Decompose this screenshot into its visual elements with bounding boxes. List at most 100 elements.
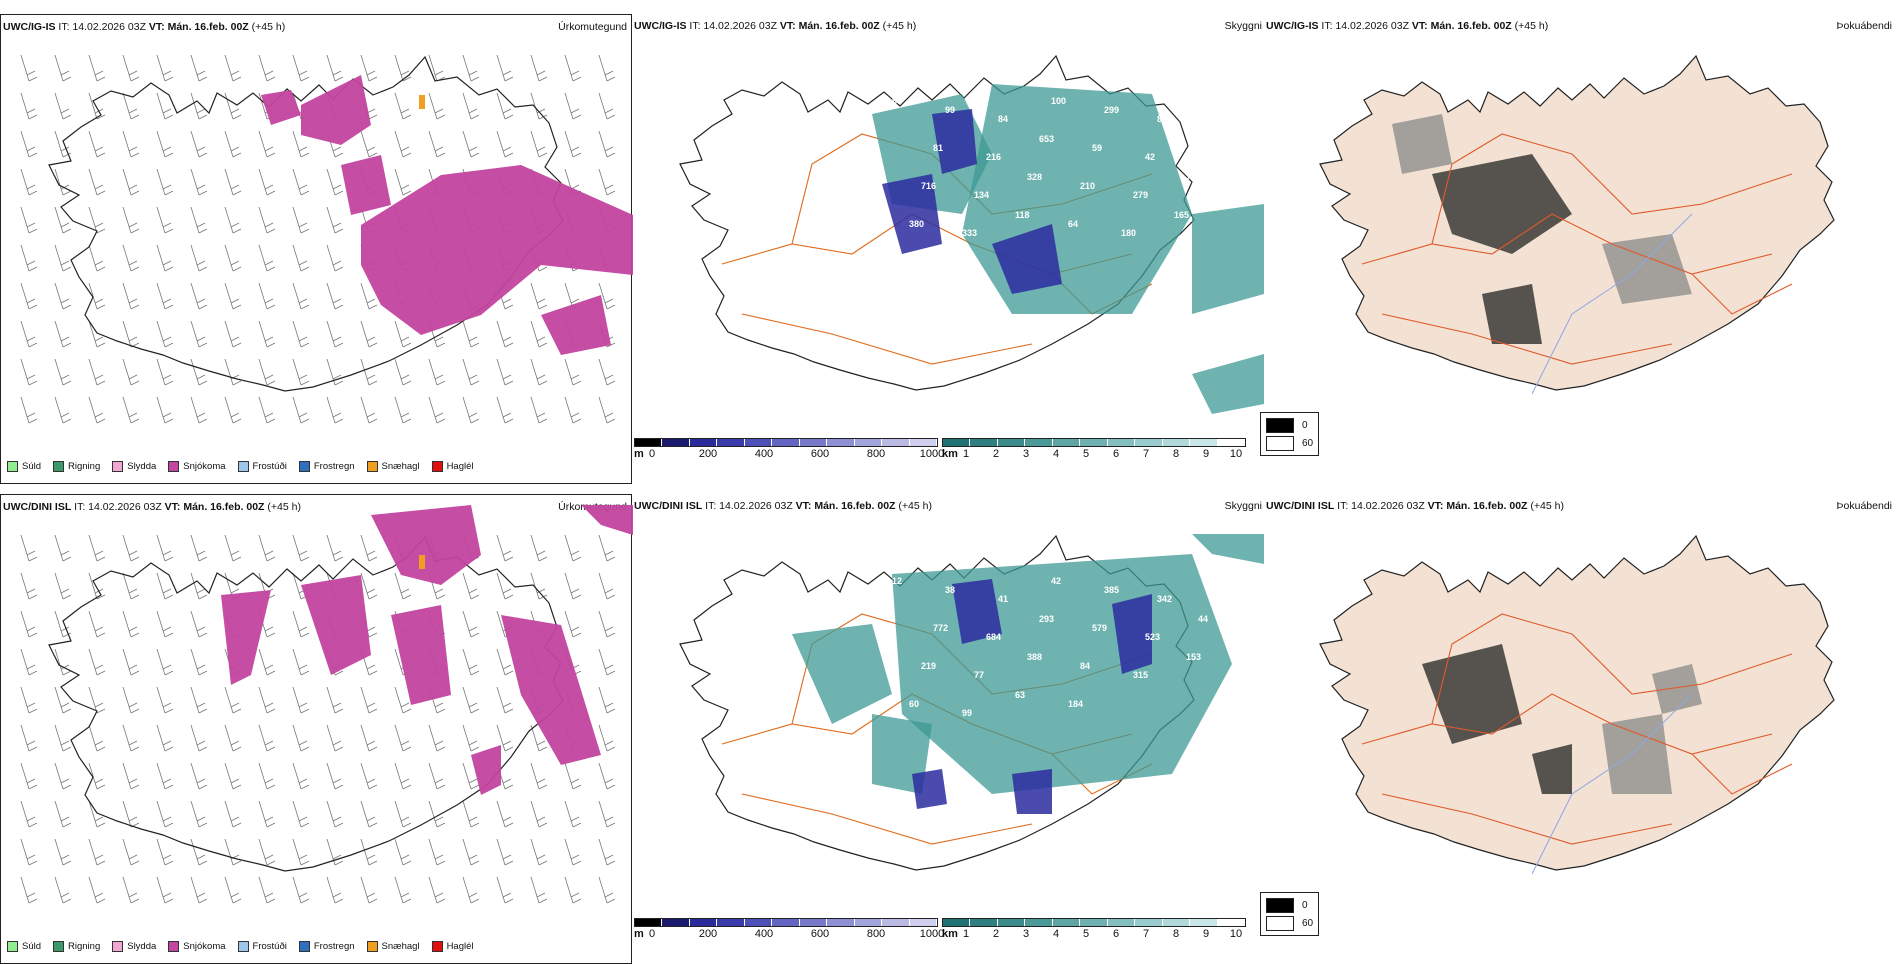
wind-barb — [326, 244, 344, 272]
fog-legend-swatch — [1266, 435, 1294, 451]
wind-barb — [530, 396, 548, 424]
land — [1319, 534, 1835, 871]
wind-barb — [496, 838, 514, 866]
wind-barb — [122, 320, 140, 348]
legend-swatch — [237, 941, 249, 952]
wind-barb — [54, 800, 72, 828]
wind-barb — [564, 572, 582, 600]
wind-barb — [496, 724, 514, 752]
wind-barb — [258, 800, 276, 828]
legend-label: Rigning — [68, 461, 101, 472]
legend-swatch — [366, 461, 378, 472]
wind-barb — [326, 800, 344, 828]
wind-barb — [564, 130, 582, 158]
precip-type-map: UWC/IG-IS IT: 14.02.2026 03Z VT: Mán. 16… — [0, 14, 633, 484]
product-name: Þokuábendi — [1836, 20, 1892, 32]
wind-barb — [530, 800, 548, 828]
legend-swatch — [53, 941, 65, 952]
legend-swatch — [112, 941, 124, 952]
low-ceiling-area — [912, 769, 947, 809]
cloud-base-label: 772 — [933, 623, 948, 633]
cloud-base-label: 95 — [1210, 96, 1220, 106]
wind-barb — [20, 648, 38, 676]
wind-barb — [598, 876, 616, 904]
wind-barb — [428, 396, 446, 424]
wind-barb — [462, 648, 480, 676]
visibility-tick: 6 — [1112, 448, 1120, 460]
wind-barb — [88, 876, 106, 904]
snow-area — [221, 590, 271, 685]
legend-item: Snjókoma — [168, 461, 226, 472]
fog-legend-swatch — [1266, 417, 1294, 433]
wind-barb — [326, 876, 344, 904]
wind-barb — [20, 838, 38, 866]
wind-barb — [462, 800, 480, 828]
wind-barb — [122, 610, 140, 638]
wind-barb — [598, 800, 616, 828]
wind-barb — [428, 92, 446, 120]
wind-barb — [598, 396, 616, 424]
fog-map-canvas — [1319, 54, 1835, 395]
wind-barb — [564, 92, 582, 120]
wind-barb — [496, 572, 514, 600]
wind-barb — [258, 396, 276, 424]
wind-barb — [88, 244, 106, 272]
legend-label: Snæhagl — [381, 461, 420, 472]
wind-barb — [20, 282, 38, 310]
ceiling-color-bar — [634, 918, 938, 927]
init-time: IT: 14.02.2026 03Z — [689, 20, 777, 32]
wind-barb — [462, 876, 480, 904]
map-header: UWC/IG-IS IT: 14.02.2026 03Z VT: Mán. 16… — [634, 20, 916, 32]
wind-barb — [258, 244, 276, 272]
wind-barb — [224, 800, 242, 828]
wind-barb — [224, 686, 242, 714]
wind-barb — [428, 358, 446, 386]
ceiling-tick: 800 — [866, 448, 886, 460]
visibility-tick: 1 — [962, 928, 970, 940]
wind-barb — [190, 838, 208, 866]
cloud-base-label: 84 — [1080, 661, 1090, 671]
legend-label: Frostúði — [252, 461, 287, 472]
visibility-tick: 3 — [1022, 448, 1030, 460]
init-time: IT: 14.02.2026 03Z — [58, 21, 146, 33]
wind-barb — [360, 686, 378, 714]
wind-barb — [360, 800, 378, 828]
wind-barb — [54, 244, 72, 272]
road — [1431, 133, 1573, 245]
map-header: UWC/DINI ISL IT: 14.02.2026 03Z VT: Mán.… — [634, 500, 932, 512]
wind-barb — [20, 92, 38, 120]
wind-barb — [54, 92, 72, 120]
wind-barb — [292, 534, 310, 562]
legend-label: Slydda — [127, 941, 157, 952]
wind-barb — [394, 168, 412, 196]
wind-barb — [530, 130, 548, 158]
wind-barb — [258, 206, 276, 234]
visibility-map: UWC/IG-IS IT: 14.02.2026 03Z VT: Mán. 16… — [632, 14, 1264, 484]
low-ceiling-area — [932, 109, 977, 174]
cloud-base-label: 385 — [1104, 585, 1119, 595]
wind-barb — [54, 724, 72, 752]
visibility-tick: 6 — [1112, 928, 1120, 940]
fog-legend-swatch — [1266, 915, 1294, 931]
init-time: IT: 14.02.2026 03Z — [705, 500, 793, 512]
cloud-base-label: 279 — [1133, 190, 1148, 200]
legend-label: Súld — [22, 461, 42, 472]
wind-barb — [122, 724, 140, 752]
fog-area — [1482, 284, 1542, 344]
legend-swatch — [112, 461, 124, 472]
wind-barb — [88, 130, 106, 158]
legend-swatch — [168, 461, 180, 472]
wind-barb — [360, 54, 378, 82]
wind-barb — [224, 130, 242, 158]
precip-legend: Súld Rigning Slydda Snjókoma Frostúði Frostre… — [7, 461, 474, 472]
wind-barb — [564, 610, 582, 638]
fog-legend-row: 0 — [1266, 896, 1313, 914]
wind-barb — [54, 358, 72, 386]
lead-time: (+45 h) — [267, 501, 301, 513]
snow-area — [301, 75, 371, 145]
legend-swatch — [7, 461, 18, 472]
fog-area — [1602, 234, 1692, 304]
visibility-tick: 4 — [1052, 448, 1060, 460]
visibility-tick: 2 — [992, 928, 1000, 940]
wind-barb — [258, 534, 276, 562]
